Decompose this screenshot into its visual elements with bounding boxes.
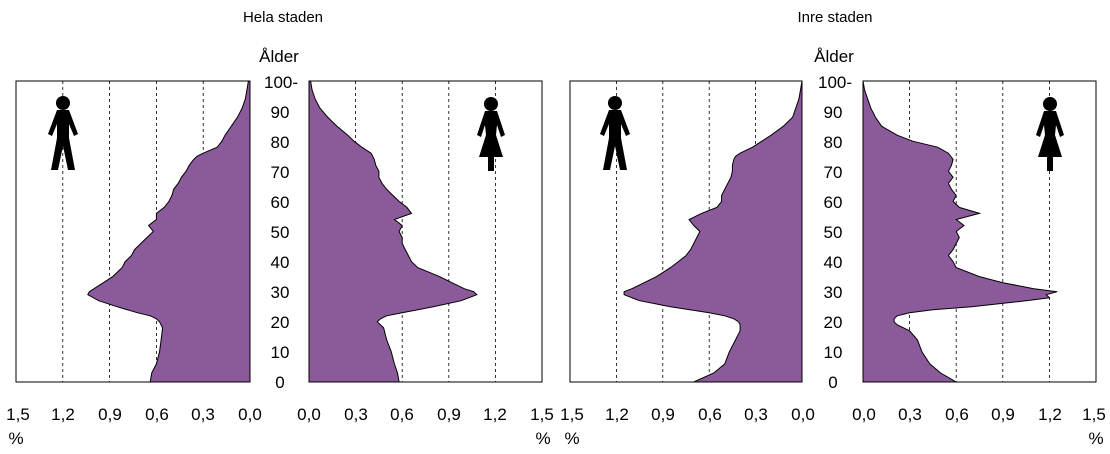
y-tick-label: 60 — [824, 193, 843, 212]
female-distribution-area — [862, 80, 1058, 383]
male-figure-icon — [600, 96, 630, 170]
female-distribution-area — [308, 80, 478, 383]
x-tick-label: 0,6 — [390, 405, 414, 424]
x-tick-label: 0,0 — [238, 405, 262, 424]
x-unit-label: % — [1088, 429, 1103, 448]
chart-title: Inre staden — [797, 9, 872, 26]
x-tick-label: 1,5 — [1082, 405, 1106, 424]
female-figure-icon — [1036, 97, 1064, 171]
x-tick-label: 1,2 — [1038, 405, 1062, 424]
male-distribution-area — [87, 80, 251, 383]
chart-hela-staden: Hela staden Ålder 0 10 20 30 40 50 60 7 — [6, 9, 554, 448]
x-unit-label: % — [535, 429, 550, 448]
right-plot-frame — [308, 80, 543, 383]
y-tick-label: 30 — [824, 283, 843, 302]
right-x-tick-labels: 0,0 0,3 0,6 0,9 1,2 1,5 % — [297, 405, 554, 448]
y-tick-label: 100- — [264, 73, 298, 92]
y-tick-label: 0 — [275, 373, 284, 392]
x-tick-label: 0,9 — [98, 405, 122, 424]
x-tick-label: 0,9 — [651, 405, 675, 424]
right-x-tick-labels: 0,0 0,3 0,6 0,9 1,2 1,5 % — [852, 405, 1106, 448]
left-x-tick-labels: 0,0 0,3 0,6 0,9 1,2 1,5 % — [560, 405, 815, 448]
y-tick-label: 50 — [271, 223, 290, 242]
y-tick-label: 20 — [271, 313, 290, 332]
male-figure-icon — [48, 96, 78, 170]
y-tick-labels: 0 10 20 30 40 50 60 70 80 90 100- — [818, 73, 852, 392]
x-tick-label: 1,2 — [483, 405, 507, 424]
y-tick-label: 50 — [824, 223, 843, 242]
y-tick-label: 30 — [271, 283, 290, 302]
y-tick-label: 80 — [271, 133, 290, 152]
x-tick-label: 0,6 — [945, 405, 969, 424]
y-tick-label: 10 — [824, 343, 843, 362]
y-tick-label: 70 — [824, 163, 843, 182]
left-x-tick-labels: 0,0 0,3 0,6 0,9 1,2 1,5 % — [6, 405, 262, 448]
y-tick-label: 60 — [271, 193, 290, 212]
right-plot-frame — [862, 80, 1097, 383]
chart-inre-staden: Inre staden Ålder 0 10 20 30 40 50 60 7 — [560, 9, 1106, 448]
y-tick-label: 40 — [271, 253, 290, 272]
x-tick-label: 0,3 — [344, 405, 368, 424]
x-tick-label: 0,9 — [991, 405, 1015, 424]
x-tick-label: 1,5 — [530, 405, 554, 424]
x-tick-label: 0,0 — [852, 405, 876, 424]
male-distribution-area — [623, 80, 803, 383]
x-tick-label: 1,2 — [51, 405, 75, 424]
x-tick-label: 0,3 — [191, 405, 215, 424]
x-tick-label: 0,3 — [898, 405, 922, 424]
x-tick-label: 1,5 — [6, 405, 30, 424]
x-tick-label: 0,3 — [744, 405, 768, 424]
y-tick-label: 40 — [824, 253, 843, 272]
chart-title: Hela staden — [243, 9, 323, 26]
y-tick-label: 100- — [818, 73, 852, 92]
y-tick-label: 80 — [824, 133, 843, 152]
y-tick-label: 10 — [271, 343, 290, 362]
y-tick-label: 20 — [824, 313, 843, 332]
y-tick-label: 0 — [828, 373, 837, 392]
x-tick-label: 0,0 — [297, 405, 321, 424]
x-unit-label: % — [564, 429, 579, 448]
y-tick-label: 90 — [271, 103, 290, 122]
y-tick-label: 90 — [824, 103, 843, 122]
x-tick-label: 0,6 — [698, 405, 722, 424]
x-tick-label: 0,9 — [437, 405, 461, 424]
y-tick-labels: 0 10 20 30 40 50 60 70 80 90 100- — [264, 73, 298, 392]
left-plot-frame — [15, 80, 251, 383]
y-axis-label: Ålder — [814, 47, 854, 66]
y-tick-label: 70 — [271, 163, 290, 182]
female-figure-icon — [477, 97, 505, 171]
x-tick-label: 1,5 — [560, 405, 584, 424]
x-tick-label: 0,6 — [145, 405, 169, 424]
x-tick-label: 1,2 — [605, 405, 629, 424]
x-tick-label: 0,0 — [791, 405, 815, 424]
y-axis-label: Ålder — [259, 47, 299, 66]
x-unit-label: % — [8, 429, 23, 448]
